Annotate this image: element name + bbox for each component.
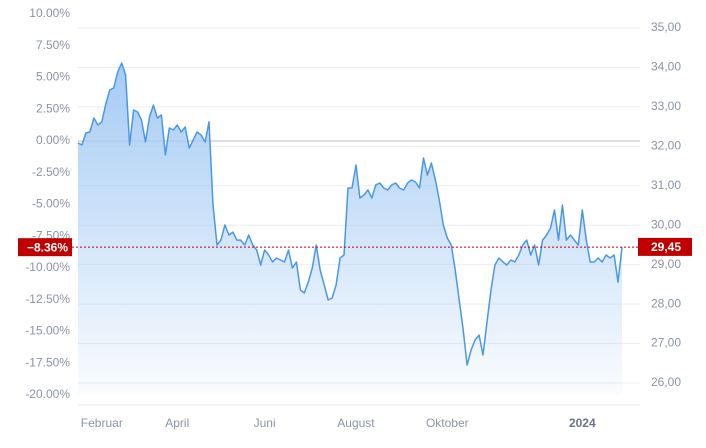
y-tick-label: 0.00% — [36, 133, 70, 147]
y-tick-label: -20.00% — [25, 387, 70, 401]
y2-tick-label: 32,00 — [651, 138, 681, 152]
y-tick-label: -2.50% — [32, 165, 70, 179]
y-tick-label: 7.50% — [36, 38, 70, 52]
x-tick-label: August — [337, 416, 375, 430]
y2-tick-label: 33,00 — [651, 99, 681, 113]
y2-tick-label: 29,00 — [651, 257, 681, 271]
value-badge-label: −8.36% — [27, 240, 68, 254]
y2-tick-label: 34,00 — [651, 60, 681, 74]
y2-tick-label: 30,00 — [651, 217, 681, 231]
price-badge-label: 29,45 — [651, 240, 681, 254]
price-badge — [638, 237, 692, 256]
y2-tick-label: 28,00 — [651, 296, 681, 310]
line — [77, 62, 623, 366]
y-tick-label: 10.00% — [29, 6, 70, 20]
y-tick-label: -17.50% — [25, 355, 70, 369]
x-tick-label: Februar — [81, 416, 123, 430]
y-tick-label: -10.00% — [25, 260, 70, 274]
y2-tick-label: 26,00 — [651, 375, 681, 389]
y-tick-label: -15.00% — [25, 324, 70, 338]
area — [78, 63, 622, 395]
y-tick-label: -12.50% — [25, 292, 70, 306]
x-tick-label: Oktober — [426, 416, 469, 430]
x-tick-label: 2024 — [569, 416, 596, 430]
x-tick-label: April — [165, 416, 189, 430]
y2-tick-label: 31,00 — [651, 178, 681, 192]
y-tick-label: 5.00% — [36, 70, 70, 84]
y-tick-label: 2.50% — [36, 101, 70, 115]
y2-tick-label: 35,00 — [651, 20, 681, 34]
x-tick-label: Juni — [254, 416, 276, 430]
y2-tick-label: 27,00 — [651, 336, 681, 350]
value-badge — [18, 238, 72, 257]
y-tick-label: -5.00% — [32, 197, 70, 211]
